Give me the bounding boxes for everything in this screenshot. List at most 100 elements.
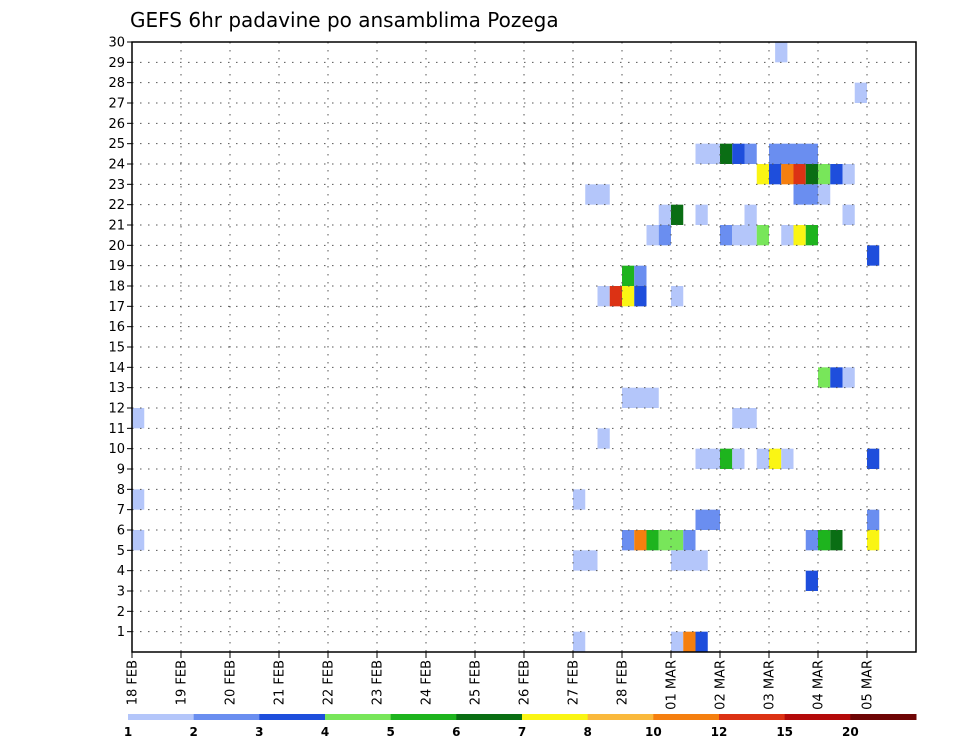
colorbar-label: 1 xyxy=(124,725,132,739)
heatmap-cell xyxy=(867,530,880,551)
y-tick-label: 28 xyxy=(108,76,125,91)
colorbar-swatch xyxy=(193,714,260,720)
y-tick-label: 20 xyxy=(108,239,125,254)
heatmap-cell xyxy=(781,225,794,246)
heatmap-cell xyxy=(646,225,659,246)
x-tick-label: 27 FEB xyxy=(567,660,582,705)
heatmap-cell xyxy=(671,204,684,225)
heatmap-cell xyxy=(695,509,720,530)
x-tick-label: 24 FEB xyxy=(420,660,435,705)
heatmap-cell xyxy=(769,143,818,164)
heatmap-cell xyxy=(769,448,782,469)
heatmap-cell xyxy=(597,286,610,307)
colorbar-label: 10 xyxy=(645,725,662,739)
colorbar-swatch xyxy=(390,714,457,720)
heatmap-cell xyxy=(573,489,586,510)
heatmap-cell xyxy=(634,265,647,286)
heatmap-cell xyxy=(781,164,794,185)
heatmap-cell xyxy=(573,550,598,571)
colorbar-swatch xyxy=(325,714,392,720)
chart-title: GEFS 6hr padavine po ansamblima Pozega xyxy=(130,8,559,32)
heatmap-cell xyxy=(695,550,708,571)
heatmap-cell xyxy=(744,143,757,164)
heatmap-cell xyxy=(132,408,145,429)
heatmap-cell xyxy=(818,164,831,185)
heatmap-cell xyxy=(671,631,684,652)
heatmap-cell xyxy=(695,143,720,164)
heatmap-cell xyxy=(867,245,880,266)
colorbar-label: 6 xyxy=(452,725,460,739)
heatmap-cell xyxy=(695,448,720,469)
colorbar-swatch xyxy=(719,714,786,720)
colorbar-label: 12 xyxy=(711,725,728,739)
y-tick-label: 2 xyxy=(117,605,125,620)
heatmap-cell xyxy=(622,286,635,307)
cells-layer xyxy=(132,42,880,652)
heatmap-cell xyxy=(818,367,831,388)
x-tick-label: 23 FEB xyxy=(371,660,386,705)
heatmap-cell xyxy=(132,530,145,551)
colorbar-swatch xyxy=(784,714,851,720)
heatmap-cell xyxy=(842,164,855,185)
y-tick-label: 6 xyxy=(117,524,125,539)
y-tick-label: 13 xyxy=(108,381,125,396)
colorbar-label: 3 xyxy=(255,725,263,739)
heatmap-cell xyxy=(683,631,696,652)
heatmap-cell xyxy=(842,367,855,388)
x-tick-label: 05 MAR xyxy=(861,660,876,710)
x-tick-label: 28 FEB xyxy=(616,660,631,705)
heatmap-cell xyxy=(695,631,708,652)
heatmap-cell xyxy=(622,530,635,551)
heatmap-cell xyxy=(818,184,831,205)
y-tick-label: 25 xyxy=(108,137,125,152)
x-tick-label: 01 MAR xyxy=(665,660,680,710)
heatmap-cell xyxy=(671,550,696,571)
heatmap-cell xyxy=(732,448,745,469)
y-tick-label: 4 xyxy=(117,564,125,579)
y-tick-label: 27 xyxy=(108,97,125,112)
y-tick-label: 18 xyxy=(108,280,125,295)
y-tick-label: 10 xyxy=(108,442,125,457)
x-tick-label: 26 FEB xyxy=(518,660,533,705)
x-tick-label: 22 FEB xyxy=(322,660,337,705)
y-tick-label: 30 xyxy=(108,36,125,51)
heatmap-cell xyxy=(671,286,684,307)
heatmap-cell xyxy=(597,428,610,449)
x-tick-label: 03 MAR xyxy=(763,660,778,710)
y-tick-label: 1 xyxy=(117,625,125,640)
heatmap-cell xyxy=(732,408,757,429)
heatmap-cell xyxy=(830,530,843,551)
heatmap-cell xyxy=(573,631,586,652)
heatmap-cell xyxy=(793,184,818,205)
heatmap-cell xyxy=(658,225,671,246)
x-axis: 18 FEB 19 FEB 20 FEB 21 FEB 22 FEB 23 FEB 24 F… xyxy=(126,652,876,710)
colorbar-label: 7 xyxy=(518,725,526,739)
colorbar-swatch xyxy=(850,714,917,720)
heatmap-cell xyxy=(805,530,818,551)
heatmap-cell xyxy=(683,530,696,551)
y-tick-label: 9 xyxy=(117,463,125,478)
colorbar-label: 4 xyxy=(321,725,329,739)
colorbar-label: 15 xyxy=(776,725,793,739)
heatmap-cell xyxy=(769,164,782,185)
heatmap-cell xyxy=(805,164,818,185)
colorbar-swatch xyxy=(128,714,195,720)
heatmap-cell xyxy=(793,225,806,246)
colorbar-label: 8 xyxy=(583,725,591,739)
heatmap-cell xyxy=(756,225,769,246)
y-tick-label: 23 xyxy=(108,178,125,193)
y-tick-label: 22 xyxy=(108,198,125,213)
heatmap-cell xyxy=(775,42,788,63)
y-tick-label: 16 xyxy=(108,320,125,335)
x-tick-label: 18 FEB xyxy=(126,660,141,705)
heatmap-cell xyxy=(867,448,880,469)
grid-layer xyxy=(132,41,916,652)
y-tick-label: 7 xyxy=(117,503,125,518)
heatmap-cell xyxy=(830,367,843,388)
heatmap-cell xyxy=(720,143,733,164)
colorbar-label: 2 xyxy=(189,725,197,739)
heatmap-cell xyxy=(793,164,806,185)
heatmap-cell xyxy=(609,286,622,307)
heatmap-cell xyxy=(646,530,659,551)
